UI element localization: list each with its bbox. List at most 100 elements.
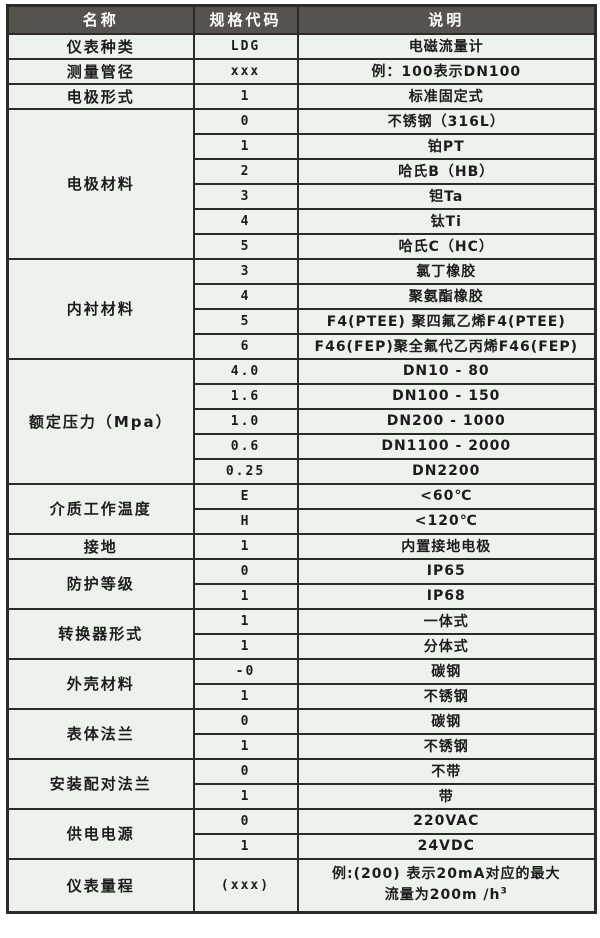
table-row: 1 铂PT: [8, 132, 597, 160]
table-row: 1.6 DN100 - 150: [8, 382, 597, 410]
table-row: 防护等级 0 IP65: [6, 557, 597, 610]
spec-code-cell: -0: [192, 657, 299, 685]
group-name-cell: 安装配对法兰: [6, 757, 195, 810]
spec-code-cell: 1: [192, 782, 299, 810]
table-row: 仪表量程 (xxx) 例:(200) 表示20mA对应的最大 流量为200m /…: [6, 857, 597, 914]
spec-desc-cell: DN1100 - 2000: [296, 432, 597, 460]
group-name-cell: 防护等级: [6, 557, 195, 610]
group-name-cell: 仪表种类: [6, 32, 195, 60]
spec-desc-cell: 碳钢: [296, 657, 597, 685]
spec-code-cell: 5: [192, 232, 299, 260]
spec-code-cell: 1: [192, 832, 299, 860]
spec-desc-cell: 带: [296, 782, 597, 810]
table-row: 3 钽Ta: [8, 182, 597, 210]
spec-code-cell: 1: [192, 682, 299, 710]
spec-desc-cell: DN2200: [296, 457, 597, 485]
spec-code-cell: E: [192, 482, 299, 510]
table-row: 5 哈氏C（HC）: [8, 232, 597, 260]
spec-code-cell: 4: [192, 207, 299, 235]
spec-desc-cell: 碳钢: [296, 707, 597, 735]
header-name-cell: 名称: [6, 4, 195, 35]
table-row: 1 带: [8, 782, 597, 810]
spec-desc-cell: 分体式: [296, 632, 597, 660]
spec-code-cell: 2: [192, 157, 299, 185]
spec-desc-cell: IP68: [296, 582, 597, 610]
spec-code-cell: 1.6: [192, 382, 299, 410]
table-row: 转换器形式 1 一体式: [6, 607, 597, 660]
table-row: 额定压力（Mpa） 4.0 DN10 - 80: [6, 357, 597, 485]
spec-code-cell: 0: [192, 107, 299, 135]
spec-desc-cell: 哈氏C（HC）: [296, 232, 597, 260]
spec-desc-cell: <120℃: [296, 507, 597, 535]
table-row: 仪表种类 LDG 电磁流量计: [6, 32, 597, 60]
group-name-cell: 内衬材料: [6, 257, 195, 360]
table-row: 1 分体式: [8, 632, 597, 660]
spec-code-cell: 1.0: [192, 407, 299, 435]
spec-desc-cell: 不锈钢: [296, 732, 597, 760]
spec-code-cell: 1: [192, 732, 299, 760]
table-row: 安装配对法兰 0 不带: [6, 757, 597, 810]
group-name-cell: 额定压力（Mpa）: [6, 357, 195, 485]
spec-code-cell: 1: [192, 532, 299, 560]
table-row: 1 不锈钢: [8, 732, 597, 760]
spec-desc-cell: 铂PT: [296, 132, 597, 160]
table-row: 表体法兰 0 碳钢: [6, 707, 597, 760]
spec-desc-cell: 不带: [296, 757, 597, 785]
table-row: 6 F46(FEP)聚全氟代乙丙烯F46(FEP): [8, 332, 597, 360]
header-code-cell: 规格代码: [192, 4, 299, 35]
table-row: 4 钛Ti: [8, 207, 597, 235]
spec-code-cell: 1: [192, 82, 299, 110]
group-name-cell: 测量管径: [6, 57, 195, 85]
spec-desc-cell: 不锈钢（316L）: [296, 107, 597, 135]
spec-desc-cell: F4(PTEE) 聚四氟乙烯F4(PTEE): [296, 307, 597, 335]
spec-code-cell: 0.25: [192, 457, 299, 485]
spec-code-cell: LDG: [192, 32, 299, 60]
table-row: 0.6 DN1100 - 2000: [8, 432, 597, 460]
table-row: 4 聚氨酯橡胶: [8, 282, 597, 310]
table-row: 1.0 DN200 - 1000: [8, 407, 597, 435]
table-header-row: 名称 规格代码 说明: [6, 4, 597, 35]
spec-code-cell: 1: [192, 582, 299, 610]
spec-code-cell: 0: [192, 807, 299, 835]
spec-code-cell: 0: [192, 707, 299, 735]
table-row: 5 F4(PTEE) 聚四氟乙烯F4(PTEE): [8, 307, 597, 335]
table-row: 接地 1 内置接地电极: [6, 532, 597, 560]
spec-code-cell: xxx: [192, 57, 299, 85]
spec-desc-cell: F46(FEP)聚全氟代乙丙烯F46(FEP): [296, 332, 597, 360]
table-row: 电极材料 0 不锈钢（316L）: [6, 107, 597, 260]
spec-sheet-page: 名称 规格代码 说明 仪表种类 LDG 电磁流量计 测量管径 xxx 例：100…: [6, 4, 597, 914]
spec-code-cell: 1: [192, 607, 299, 635]
group-name-cell: 介质工作温度: [6, 482, 195, 535]
group-name-cell: 接地: [6, 532, 195, 560]
table-row: 1 IP68: [8, 582, 597, 610]
superscript-3: 3: [500, 886, 508, 897]
table-row: 测量管径 xxx 例：100表示DN100: [6, 57, 597, 85]
group-name-cell: 仪表量程: [6, 857, 195, 914]
spec-desc-cell: 电磁流量计: [296, 32, 597, 60]
group-name-cell: 电极形式: [6, 82, 195, 110]
spec-desc-cell: 氯丁橡胶: [296, 257, 597, 285]
spec-desc-cell: 钽Ta: [296, 182, 597, 210]
table-row: 1 不锈钢: [8, 682, 597, 710]
group-name-cell: 表体法兰: [6, 707, 195, 760]
desc-line-1: 例:(200) 表示20mA对应的最大: [332, 865, 561, 882]
spec-desc-cell: 哈氏B（HB）: [296, 157, 597, 185]
spec-code-cell: 0: [192, 757, 299, 785]
spec-desc-cell: 不锈钢: [296, 682, 597, 710]
table-row: 内衬材料 3 氯丁橡胶: [6, 257, 597, 360]
spec-code-cell: 4: [192, 282, 299, 310]
table-row: 供电电源 0 220VAC: [6, 807, 597, 860]
spec-desc-cell: DN200 - 1000: [296, 407, 597, 435]
spec-desc-cell: 24VDC: [296, 832, 597, 860]
table-row: 0.25 DN2200: [8, 457, 597, 485]
group-name-cell: 电极材料: [6, 107, 195, 260]
spec-code-cell: (xxx): [192, 857, 299, 914]
spec-code-cell: 0.6: [192, 432, 299, 460]
spec-desc-cell: 标准固定式: [296, 82, 597, 110]
table-row: 2 哈氏B（HB）: [8, 157, 597, 185]
spec-desc-cell: 例:(200) 表示20mA对应的最大 流量为200m /h3: [296, 857, 597, 914]
spec-desc-cell: DN100 - 150: [296, 382, 597, 410]
table-row: 1 24VDC: [8, 832, 597, 860]
spec-code-cell: 3: [192, 182, 299, 210]
table-row: H <120℃: [8, 507, 597, 535]
